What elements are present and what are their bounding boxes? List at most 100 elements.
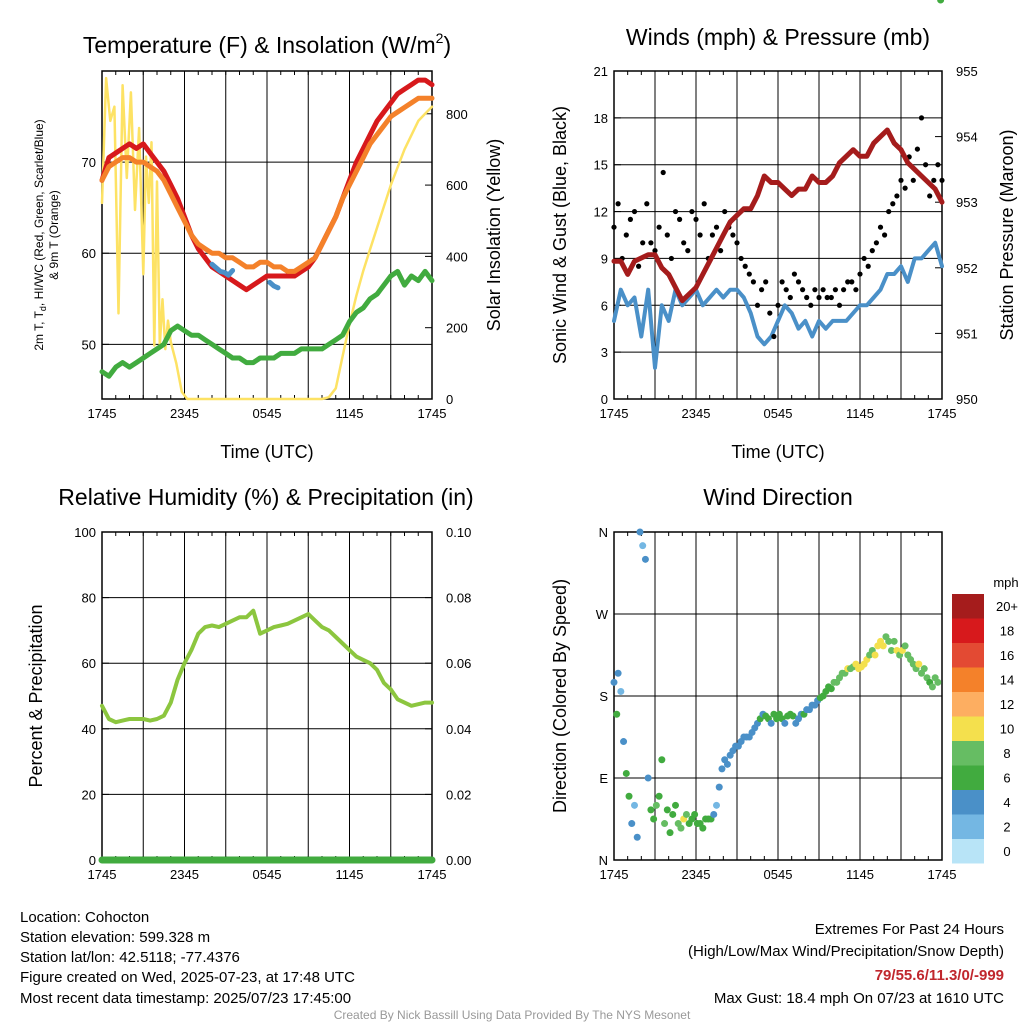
- y-right-tick-label: 953: [956, 195, 978, 210]
- colorbar-label: 10: [1000, 722, 1014, 737]
- gust-point: [631, 208, 638, 215]
- x-tick-label: 1745: [418, 406, 447, 421]
- extremes-description: (High/Low/Max Wind/Precipitation/Snow De…: [688, 943, 1004, 960]
- y-left-tick-label: 70: [82, 155, 96, 170]
- colorbar-label: 8: [1003, 746, 1010, 761]
- gust-point: [927, 193, 933, 199]
- gust-point: [836, 302, 843, 308]
- direction-point: [655, 792, 663, 800]
- gust-point: [861, 255, 867, 262]
- extremes-title: Extremes For Past 24 Hours: [815, 921, 1004, 938]
- x-tick-label: 0545: [253, 406, 282, 421]
- gust-point: [808, 302, 814, 308]
- winds-xlabel: Time (UTC): [731, 442, 824, 462]
- direction-point: [715, 783, 723, 791]
- gust-point: [894, 193, 900, 199]
- gust-point: [734, 240, 740, 246]
- gust-point: [898, 177, 904, 183]
- footer-elevation: Station elevation: 599.328 m: [20, 929, 210, 946]
- direction-point: [614, 669, 622, 677]
- y-left-tick-label: 0: [601, 392, 608, 407]
- direction-ylabel: Direction (Colored By Speed): [550, 579, 570, 813]
- colorbar-swatch: [952, 692, 984, 717]
- y-left-tick-label: N: [599, 853, 608, 868]
- winds-title: Winds (mph) & Pressure (mb): [626, 24, 930, 50]
- x-tick-label: 1745: [600, 406, 629, 421]
- direction-point: [871, 651, 879, 659]
- y-right-tick-label: 950: [956, 392, 978, 407]
- y-right-tick-label: 952: [956, 261, 978, 276]
- y-right-tick-label: 400: [446, 249, 468, 264]
- gust-point: [709, 232, 716, 238]
- colorbar-label: 4: [1003, 795, 1010, 810]
- direction-point: [647, 806, 655, 814]
- temp_2m-line: [99, 77, 435, 293]
- colorbar-swatch: [952, 667, 984, 692]
- gust-point: [931, 177, 937, 183]
- gust-point: [672, 208, 679, 215]
- colorbar-label: 16: [1000, 648, 1014, 663]
- y-left-tick-label: 40: [82, 722, 96, 737]
- direction-point: [652, 801, 660, 809]
- temperature-panel: Temperature (F) & Insolation (W/m2) 1745…: [32, 30, 504, 462]
- direction-point: [628, 820, 636, 828]
- gust-point: [918, 115, 925, 121]
- direction-point: [644, 774, 652, 782]
- direction-point: [610, 678, 618, 686]
- insolation-line: [100, 76, 434, 401]
- colorbar-swatch: [952, 765, 984, 790]
- temp_9m-line: [99, 95, 435, 274]
- y-right-tick-label: 0.04: [446, 722, 471, 737]
- insolation-ylabel: Solar Insolation (Yellow): [484, 139, 504, 331]
- gust-point: [775, 302, 781, 308]
- gust-point: [754, 302, 761, 308]
- colorbar-swatch: [952, 741, 984, 766]
- temperature-xlabel: Time (UTC): [220, 442, 313, 462]
- direction-point: [636, 528, 644, 536]
- x-tick-label: 2345: [682, 406, 711, 421]
- y-left-tick-label: N: [599, 525, 608, 540]
- gust-point: [795, 279, 802, 285]
- y-right-tick-label: 954: [956, 130, 978, 145]
- footer-created: Figure created on Wed, 2025-07-23, at 17…: [20, 969, 355, 986]
- gust-point: [841, 287, 847, 293]
- credit-line: Created By Nick Bassill Using Data Provi…: [334, 1008, 691, 1022]
- wind_chill-line: [209, 261, 236, 278]
- direction-point: [672, 801, 679, 809]
- direction-point: [682, 810, 690, 818]
- gust-point: [656, 224, 662, 230]
- direction-point: [666, 829, 674, 837]
- colorbar-label: 0: [1003, 844, 1010, 859]
- footer-recent: Most recent data timestamp: 2025/07/23 1…: [20, 990, 351, 1007]
- gust-point: [636, 263, 642, 269]
- y-left-tick-label: 60: [82, 656, 96, 671]
- gust-point: [664, 232, 670, 238]
- colorbar-swatch: [952, 594, 984, 619]
- gust-point: [877, 224, 884, 230]
- x-tick-label: 0545: [253, 867, 282, 882]
- gust-point: [816, 294, 822, 301]
- rh-line: [100, 608, 434, 725]
- colorbar-swatch: [952, 790, 984, 815]
- colorbar-swatch: [952, 814, 984, 839]
- direction-point: [625, 792, 633, 800]
- winds-panel: Winds (mph) & Pressure (mb) 1745 2345 0545…: [550, 24, 1017, 462]
- gust-point: [779, 279, 785, 285]
- gust-point: [865, 263, 871, 269]
- gust-point: [935, 162, 941, 168]
- y-right-tick-label: 0: [446, 392, 453, 407]
- direction-point: [781, 719, 789, 727]
- gust-point: [681, 240, 687, 246]
- direction-point: [663, 806, 671, 814]
- y-right-tick-label: 0.02: [446, 787, 471, 802]
- direction-point: [661, 820, 669, 828]
- colorbar-label: 14: [1000, 673, 1014, 688]
- direction-point: [934, 678, 942, 686]
- y-left-tick-label: 0: [89, 853, 96, 868]
- gust-point: [820, 287, 826, 293]
- direction-point: [699, 824, 707, 832]
- direction-point: [669, 810, 677, 818]
- gust-point: [713, 224, 720, 230]
- y-right-tick-label: 0.08: [446, 591, 471, 606]
- direction-point: [710, 810, 718, 818]
